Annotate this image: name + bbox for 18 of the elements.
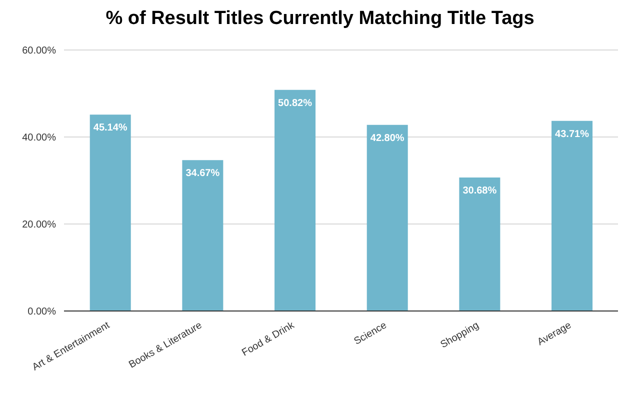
bar [274, 90, 316, 311]
data-label: 42.80% [370, 132, 404, 144]
data-label: 50.82% [278, 98, 312, 109]
data-label: 43.71% [555, 128, 590, 140]
bar [366, 124, 408, 311]
bar [459, 178, 500, 311]
data-label: 34.67% [186, 168, 220, 180]
y-tick-label: 40.00% [22, 132, 56, 144]
bar [90, 114, 131, 311]
x-tick-label: Food & Drink [240, 320, 298, 359]
data-label: 45.14% [93, 122, 128, 134]
data-label: 30.68% [462, 186, 497, 197]
bar [552, 120, 593, 311]
y-tick-label: 0.00% [28, 306, 56, 318]
bar [182, 160, 224, 311]
chart-title: % of Result Titles Currently Matching Title Tags [104, 8, 536, 31]
y-tick-label: 60.00% [22, 46, 56, 57]
y-tick-label: 20.00% [22, 220, 56, 231]
